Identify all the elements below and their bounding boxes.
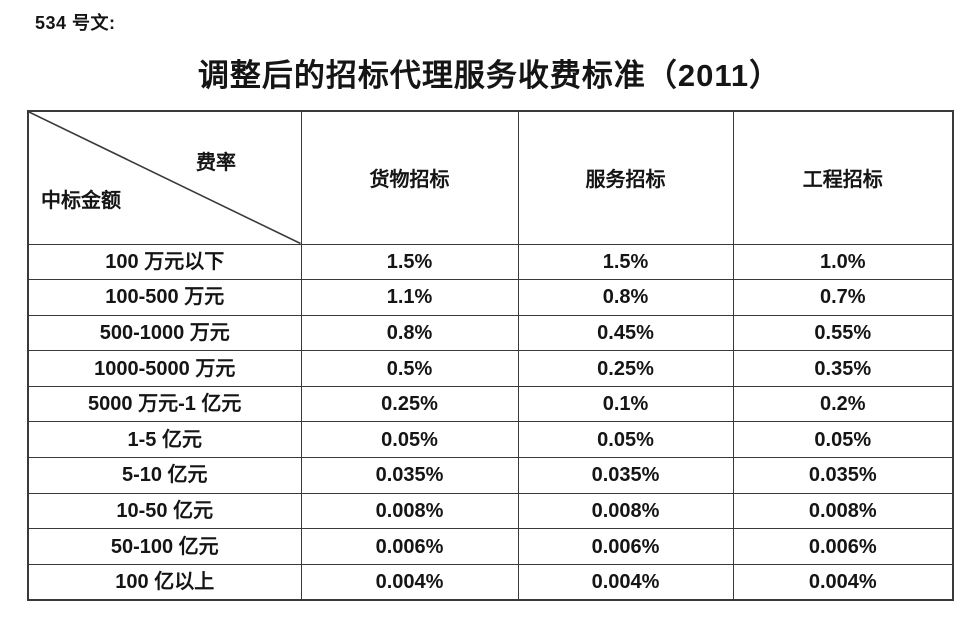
rate-cell-services: 0.004% (517, 563, 734, 601)
diagonal-line-icon (29, 112, 301, 244)
rate-cell-services: 0.035% (517, 457, 734, 494)
rate-cell-engineering: 0.006% (732, 528, 954, 565)
rate-cell-services: 0.25% (517, 350, 734, 387)
amount-cell: 500-1000 万元 (27, 314, 302, 352)
rate-cell-goods: 0.008% (300, 492, 519, 530)
amount-cell: 50-100 亿元 (27, 528, 302, 565)
fee-table: 费率 中标金额 货物招标 服务招标 工程招标 100 万元以下 1.5% 1.5… (27, 110, 954, 601)
column-header-goods: 货物招标 (300, 110, 519, 245)
rate-cell-engineering: 0.035% (732, 457, 954, 494)
amount-cell: 100 亿以上 (27, 563, 302, 601)
rate-cell-goods: 1.1% (300, 279, 519, 316)
rate-cell-engineering: 0.008% (732, 492, 954, 530)
table-row: 5-10 亿元 0.035% 0.035% 0.035% (27, 457, 954, 494)
amount-cell: 1-5 亿元 (27, 421, 302, 459)
rate-cell-engineering: 0.55% (732, 314, 954, 352)
table-row: 1-5 亿元 0.05% 0.05% 0.05% (27, 421, 954, 459)
rate-cell-goods: 0.05% (300, 421, 519, 459)
fee-table-body: 100 万元以下 1.5% 1.5% 1.0% 100-500 万元 1.1% … (27, 243, 954, 601)
rate-cell-services: 0.05% (517, 421, 734, 459)
rate-cell-engineering: 1.0% (732, 243, 954, 281)
rate-cell-engineering: 0.004% (732, 563, 954, 601)
rate-cell-services: 0.008% (517, 492, 734, 530)
amount-cell: 100-500 万元 (27, 279, 302, 316)
rate-cell-services: 1.5% (517, 243, 734, 281)
table-row: 5000 万元-1 亿元 0.25% 0.1% 0.2% (27, 385, 954, 423)
corner-label-rate: 费率 (196, 152, 236, 174)
rate-cell-goods: 0.004% (300, 563, 519, 601)
rate-cell-services: 0.8% (517, 279, 734, 316)
table-row: 50-100 亿元 0.006% 0.006% 0.006% (27, 528, 954, 565)
table-row: 100 亿以上 0.004% 0.004% 0.004% (27, 563, 954, 601)
column-header-services: 服务招标 (517, 110, 734, 245)
table-row: 10-50 亿元 0.008% 0.008% 0.008% (27, 492, 954, 530)
rate-cell-goods: 0.25% (300, 385, 519, 423)
amount-cell: 100 万元以下 (27, 243, 302, 281)
rate-cell-engineering: 0.35% (732, 350, 954, 387)
rate-cell-goods: 1.5% (300, 243, 519, 281)
amount-cell: 1000-5000 万元 (27, 350, 302, 387)
table-row: 500-1000 万元 0.8% 0.45% 0.55% (27, 314, 954, 352)
header-row: 费率 中标金额 货物招标 服务招标 工程招标 (27, 110, 954, 245)
page-title: 调整后的招标代理服务收费标准（2011） (197, 58, 782, 93)
rate-cell-engineering: 0.2% (732, 385, 954, 423)
rate-cell-goods: 0.006% (300, 528, 519, 565)
rate-cell-services: 0.1% (517, 385, 734, 423)
doc-number: 534 号文: (35, 13, 116, 33)
rate-cell-services: 0.006% (517, 528, 734, 565)
corner-cell: 费率 中标金额 (27, 110, 302, 245)
rate-cell-engineering: 0.7% (732, 279, 954, 316)
corner-label-amount: 中标金额 (41, 190, 121, 212)
rate-cell-goods: 0.035% (300, 457, 519, 494)
rate-cell-goods: 0.8% (300, 314, 519, 352)
amount-cell: 10-50 亿元 (27, 492, 302, 530)
rate-cell-goods: 0.5% (300, 350, 519, 387)
amount-cell: 5-10 亿元 (27, 457, 302, 494)
table-row: 100-500 万元 1.1% 0.8% 0.7% (27, 279, 954, 316)
table-row: 1000-5000 万元 0.5% 0.25% 0.35% (27, 350, 954, 387)
rate-cell-services: 0.45% (517, 314, 734, 352)
rate-cell-engineering: 0.05% (732, 421, 954, 459)
table-row: 100 万元以下 1.5% 1.5% 1.0% (27, 243, 954, 281)
column-header-engineering: 工程招标 (732, 110, 954, 245)
amount-cell: 5000 万元-1 亿元 (27, 385, 302, 423)
